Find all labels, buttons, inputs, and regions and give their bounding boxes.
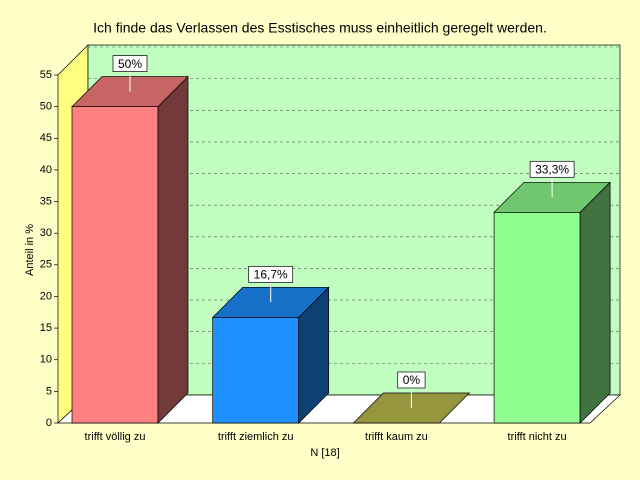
y-tick-label: 0 (46, 417, 52, 429)
x-tick-label: trifft nicht zu (508, 431, 567, 443)
value-label: 33,3% (535, 162, 569, 176)
bar-side (579, 181, 611, 424)
y-tick-label: 45 (40, 132, 52, 144)
y-tick-label: 35 (40, 195, 52, 207)
y-axis-label: Anteil in % (24, 224, 36, 276)
y-tick-label: 20 (40, 290, 52, 302)
y-tick-label: 30 (40, 227, 52, 239)
x-tick-label: trifft völlig zu (85, 431, 146, 443)
y-tick-label: 5 (46, 385, 52, 397)
value-label-box (529, 160, 575, 178)
bar-front (493, 211, 581, 424)
y-tick-label: 40 (40, 164, 52, 176)
value-label-box (112, 55, 148, 72)
value-label-box (248, 265, 294, 283)
y-tick-label: 15 (40, 322, 52, 334)
value-label: 16,7% (254, 268, 288, 282)
chart-title: Ich finde das Verlassen des Esstisches m… (93, 20, 547, 36)
y-tick-label: 55 (40, 69, 52, 81)
bar-front (212, 316, 300, 424)
x-tick-label: trifft kaum zu (365, 431, 428, 443)
value-label: 0% (403, 373, 421, 387)
bar-front (71, 106, 159, 424)
y-tick-label: 25 (40, 259, 52, 271)
y-tick-label: 10 (40, 354, 52, 366)
x-tick-label: trifft ziemlich zu (218, 431, 294, 443)
y-tick-label: 50 (40, 101, 52, 113)
x-axis-label: N [18] (310, 447, 339, 459)
value-label-box (397, 371, 426, 389)
value-label: 50% (118, 57, 142, 71)
bar-side (157, 75, 189, 424)
